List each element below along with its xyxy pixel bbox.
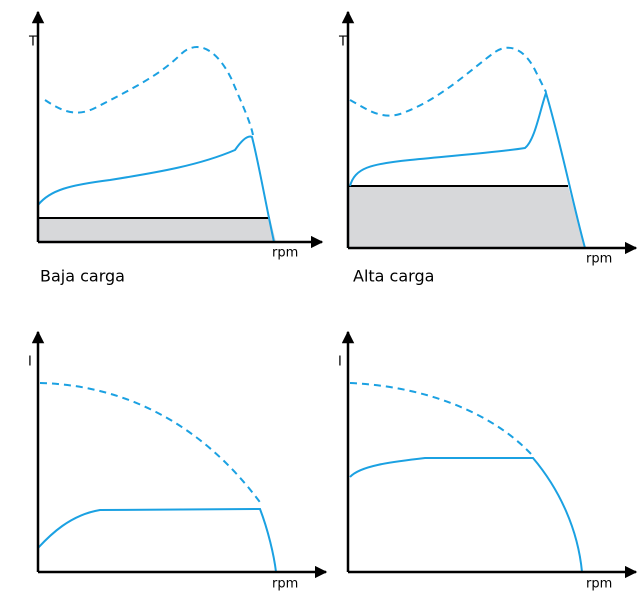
- load-area: [348, 186, 585, 248]
- caption: Alta carga: [353, 267, 434, 286]
- current-curve: [349, 457, 583, 573]
- panel-current-low: I rpm: [28, 330, 328, 592]
- load-area: [38, 218, 276, 242]
- panel-baja-carga: T rpm Baja carga: [28, 10, 324, 286]
- max-current-curve: [39, 382, 263, 506]
- x-axis-label: rpm: [272, 246, 298, 261]
- caption: Baja carga: [40, 267, 125, 286]
- x-axis-label: rpm: [272, 577, 298, 592]
- panel-alta-carga: T rpm Alta carga: [338, 10, 638, 286]
- max-torque-curve: [349, 46, 547, 117]
- x-axis-label: rpm: [586, 252, 612, 267]
- current-curve: [37, 507, 277, 573]
- torque-curve: [37, 135, 275, 243]
- y-axis-label: I: [338, 355, 342, 370]
- panel-current-high: I rpm: [338, 330, 638, 592]
- y-axis-label: T: [338, 35, 347, 50]
- y-axis-label: I: [28, 355, 32, 370]
- max-current-curve: [349, 382, 533, 456]
- x-axis-label: rpm: [586, 577, 612, 592]
- y-axis-label: T: [28, 35, 37, 50]
- max-torque-curve: [44, 46, 254, 136]
- torque-curve: [349, 89, 586, 249]
